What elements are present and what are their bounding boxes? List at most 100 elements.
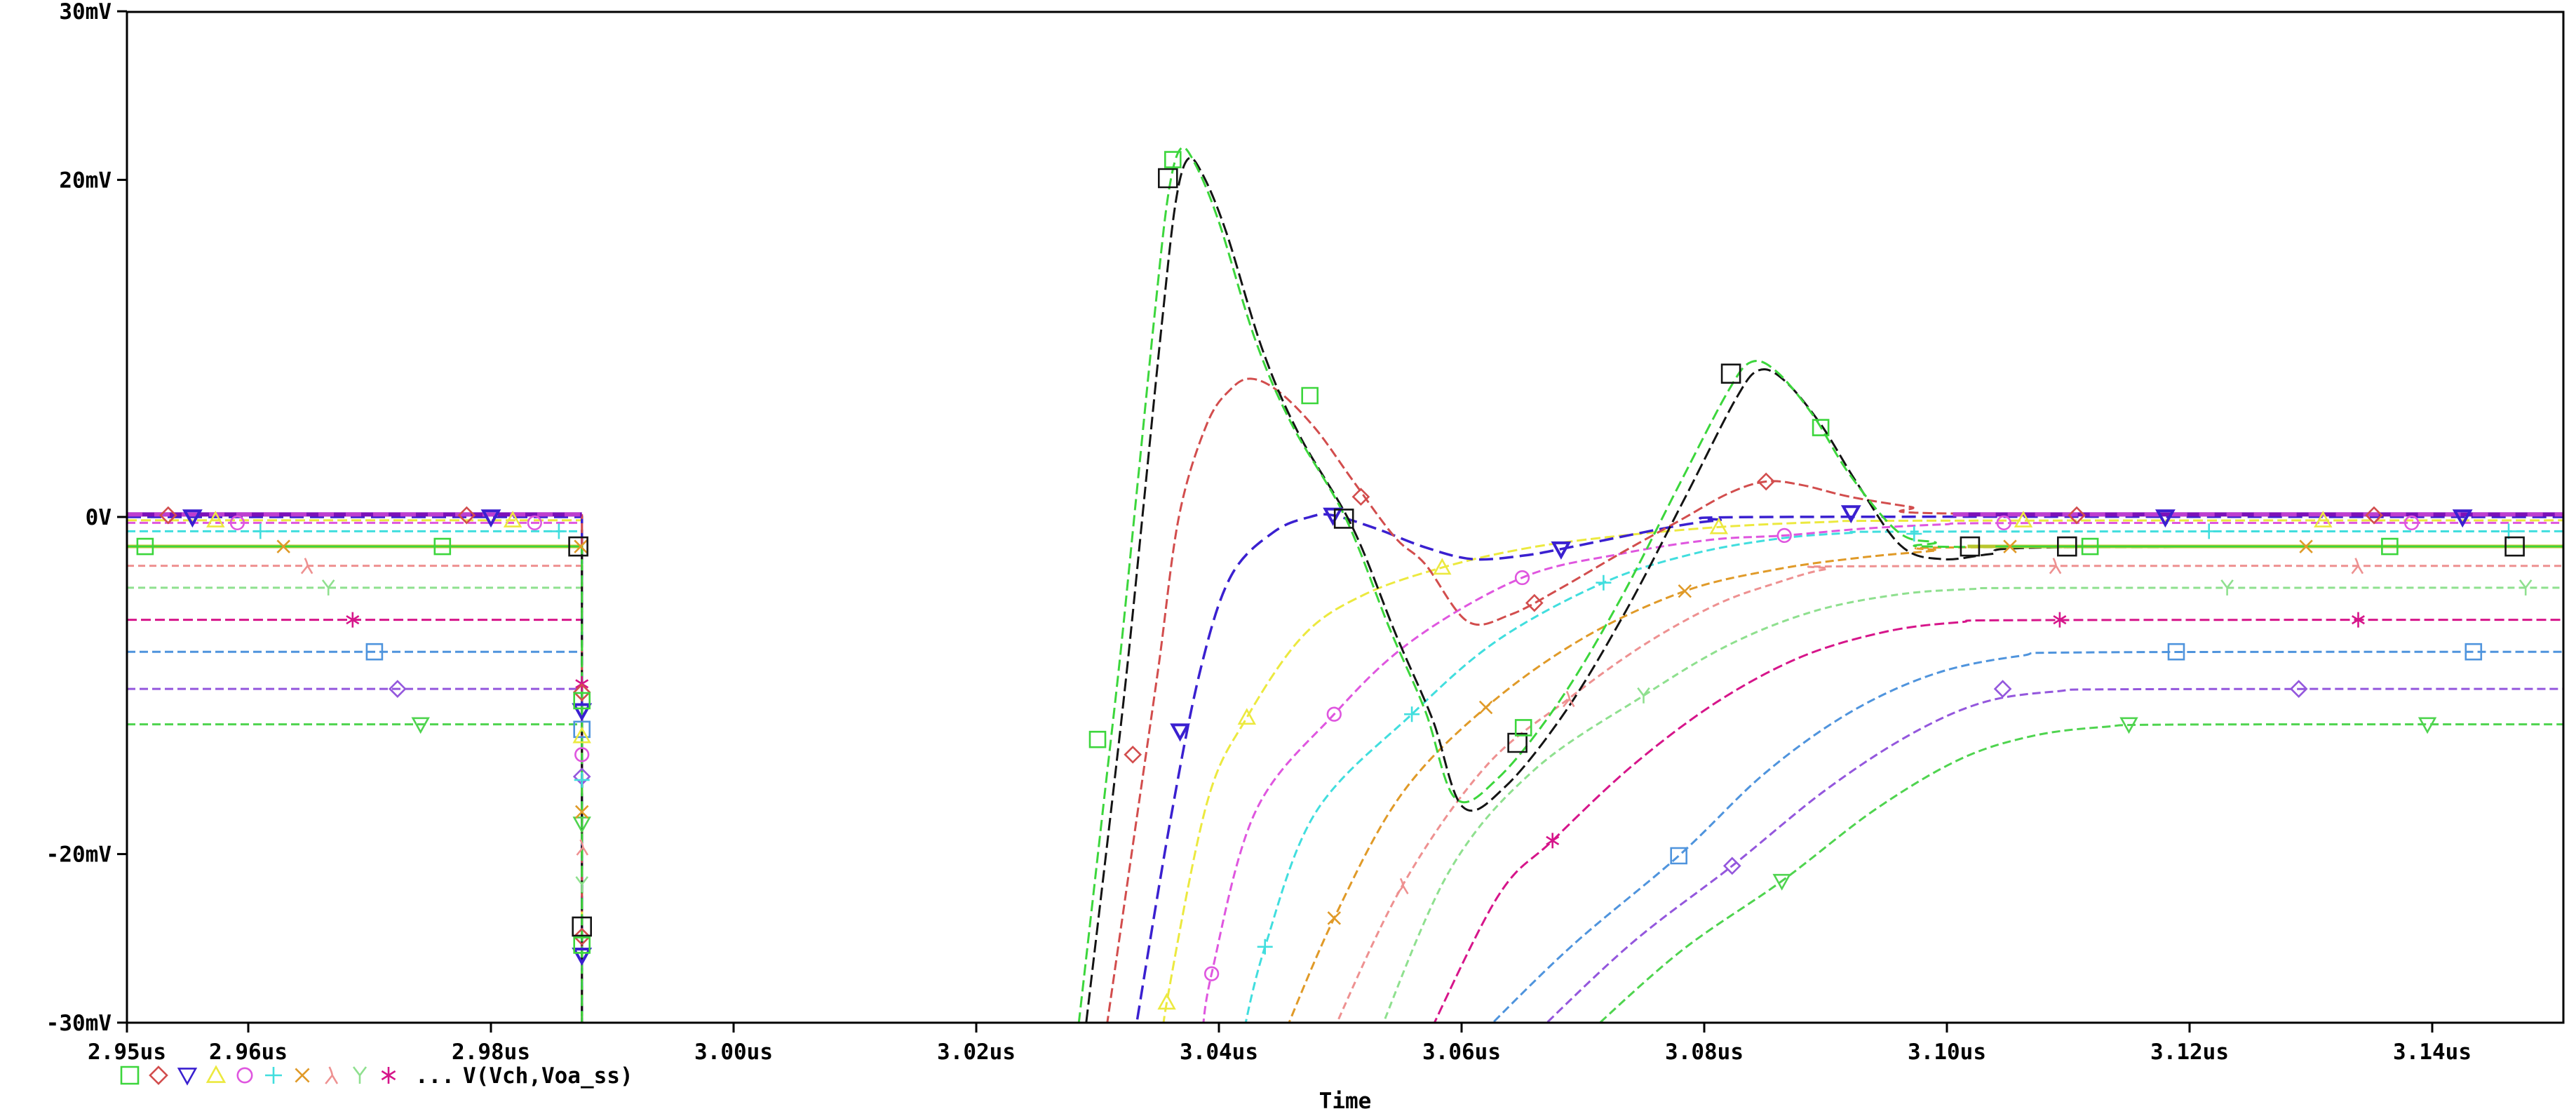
sweep-8-marker: [2003, 539, 2017, 553]
sweep-8-marker: [2299, 539, 2313, 553]
trace-sweep-2: [127, 377, 2563, 1023]
sweep-5-marker: [2314, 511, 2333, 527]
x-tick-label-3.12us: 3.12us: [2150, 1040, 2229, 1065]
sweep-1-marker: [1164, 151, 1182, 168]
sweep-1-marker: [573, 692, 591, 710]
trace-sweep-14: [127, 723, 2563, 1023]
trace-sweep-9: [127, 565, 2563, 1023]
legend-symbol-tri-up: [205, 1065, 227, 1083]
sweep-1-marker: [573, 936, 591, 954]
sweep-12-marker: [2167, 643, 2185, 661]
legend-symbol-x: [295, 1068, 310, 1083]
sweep-9-marker: [300, 558, 313, 574]
sweep-2-marker: [1525, 593, 1544, 612]
trace-sweep-3: [127, 513, 2563, 1023]
sweep-5-marker: [206, 511, 225, 527]
sweep-13-marker: [1722, 856, 1741, 875]
sweep-2-marker: [159, 506, 177, 525]
sweep-3-marker: [572, 703, 593, 722]
sweep-8-marker: [276, 539, 290, 553]
sweep-10-marker: [321, 579, 335, 596]
sweep-5-marker: [1709, 517, 1729, 535]
sweep-11-marker: [2352, 612, 2365, 628]
sweep-14-marker: [411, 717, 430, 734]
x-tick-label-2.95us: 2.95us: [88, 1040, 166, 1065]
sweep-11-marker: [1546, 833, 1560, 849]
legend-symbol-lambda: [325, 1066, 339, 1084]
y-tick-label-0V: 0V: [86, 505, 112, 530]
x-tick-label-3.10us: 3.10us: [1908, 1040, 1986, 1065]
sweep-1-marker: [1514, 719, 1532, 737]
sweep-15-marker: [1720, 363, 1741, 384]
sweep-8-marker: [1327, 911, 1342, 925]
trace-sweep-15: [127, 156, 2563, 1023]
sweep-2-marker: [1124, 745, 1142, 764]
trace-sweep-10: [127, 586, 2563, 1023]
trace-sweep-11: [127, 619, 2563, 1023]
sweep-3-marker: [182, 509, 203, 528]
sweep-3-marker: [1323, 507, 1343, 526]
sweep-3-marker: [1551, 541, 1572, 560]
sweep-13-marker: [388, 680, 407, 698]
x-axis-title: Time: [1319, 1089, 1372, 1114]
x-tick-label-3.08us: 3.08us: [1665, 1040, 1744, 1065]
sweep-6-marker: [527, 515, 542, 531]
legend-symbol-y: [352, 1066, 367, 1084]
sweep-13-marker: [2289, 680, 2308, 698]
sweep-1-marker: [1088, 730, 1107, 748]
sweep-3-marker: [480, 509, 501, 528]
sweep-14-marker: [2417, 717, 2437, 734]
sweep-9-marker: [576, 839, 589, 856]
sweep-7-marker: [574, 772, 590, 788]
sweep-10-marker: [1637, 687, 1650, 704]
sweep-12-marker: [573, 720, 591, 739]
x-tick-label-3.02us: 3.02us: [937, 1040, 1016, 1065]
plot-area: [127, 146, 2563, 1023]
sweep-7-marker: [252, 523, 269, 539]
sweep-15-marker: [2504, 536, 2525, 557]
sweep-11-marker: [2053, 612, 2067, 628]
sweep-1-marker: [2081, 537, 2099, 556]
x-tick-label-2.96us: 2.96us: [209, 1040, 288, 1065]
sweep-9-marker: [1396, 878, 1409, 895]
sweep-3-marker: [2155, 509, 2176, 528]
sweep-7-marker: [551, 523, 567, 539]
trace-sweep-5: [127, 519, 2563, 1023]
sweep-5-marker: [1433, 558, 1452, 575]
x-tick-label-3.04us: 3.04us: [1180, 1040, 1258, 1065]
sweep-6-marker: [1203, 966, 1220, 981]
legend: ... V(Vch,Voa_ss): [120, 1063, 633, 1089]
sweep-9-marker: [2351, 558, 2364, 574]
y-tick-label-20mV: 20mV: [59, 168, 112, 193]
sweep-15-marker: [568, 536, 588, 557]
sweep-7-marker: [2201, 523, 2217, 539]
sweep-6-marker: [1514, 570, 1530, 586]
sweep-1-marker: [1812, 419, 1830, 436]
sweep-2-marker: [572, 927, 591, 946]
sweep-11-marker: [346, 612, 360, 628]
sweep-7-marker: [1404, 706, 1420, 722]
sweep-9-marker: [2049, 558, 2062, 574]
sweep-15-marker: [1158, 168, 1178, 189]
sweep-6-marker: [574, 747, 590, 762]
sweep-15-marker: [1333, 509, 1354, 529]
sweep-5-marker: [2014, 511, 2033, 527]
sweep-8-marker: [1478, 700, 1493, 715]
sweep-7-marker: [1257, 939, 1273, 955]
sweep-1-marker: [136, 537, 154, 556]
sweep-2-marker: [1351, 488, 1370, 506]
trace-sweep-8: [127, 545, 2563, 1023]
sweep-2-marker: [2068, 506, 2086, 525]
legend-symbol-star: [381, 1067, 396, 1084]
sweep-8-marker: [574, 805, 589, 819]
sweep-6-marker: [1326, 706, 1342, 722]
sweep-13-marker: [1993, 680, 2012, 698]
sweep-9-marker: [1563, 690, 1575, 708]
x-tick-label-3.00us: 3.00us: [694, 1040, 773, 1065]
sweep-14-marker: [1772, 873, 1791, 891]
sweep-3-marker: [572, 948, 593, 966]
sweep-1-marker: [2381, 537, 2399, 556]
sweep-3-marker: [1170, 723, 1190, 742]
legend-signal-name[interactable]: V(Vch,Voa_ss): [463, 1063, 633, 1089]
